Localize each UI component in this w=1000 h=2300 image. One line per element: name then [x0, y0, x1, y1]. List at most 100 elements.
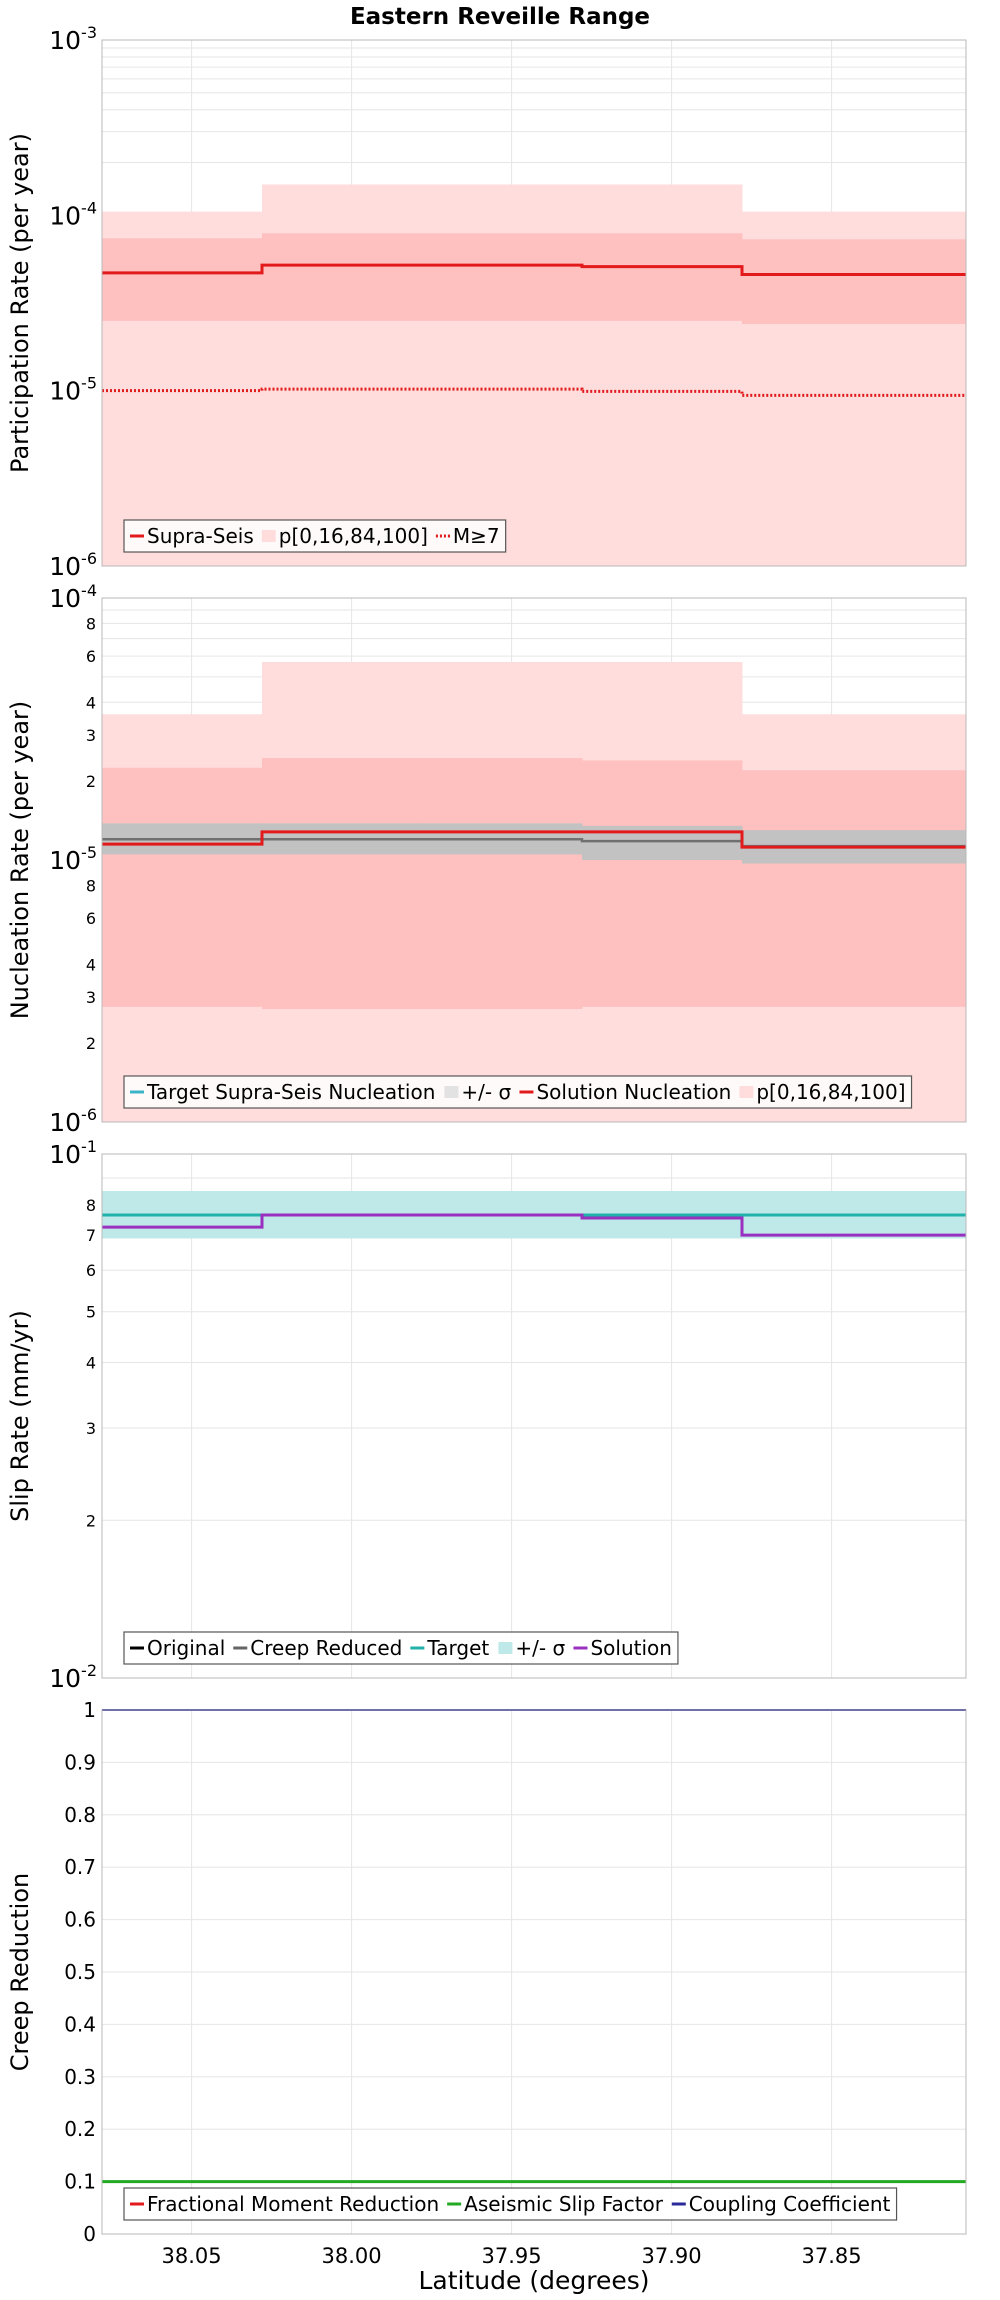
y-tick-label: 0.2: [64, 2117, 96, 2141]
series-line-solution: [102, 1213, 966, 1237]
legend-label: Solution: [590, 1636, 671, 1660]
y-tick-exp: -5: [81, 843, 97, 862]
plot-frame: [101, 1153, 967, 1679]
legend-background: [124, 1076, 912, 1108]
x-tick-labels: 38.05 38.00 37.95 37.90 37.85: [162, 2244, 862, 2268]
plot-frame: [101, 597, 967, 1123]
y-tick-label: 0.1: [64, 2170, 96, 2194]
legend-entry: Fractional Moment Reduction: [130, 2192, 439, 2216]
legend-label: Original: [147, 1636, 225, 1660]
y-tick-base: 10: [49, 377, 81, 406]
band-p16-84-segment: [742, 239, 967, 325]
legend: Supra-Seis p[0,16,84,100] M≥7: [123, 519, 507, 553]
y-tick-label: 0.3: [64, 2065, 96, 2089]
legend-background: [124, 2188, 897, 2220]
y-tick-label: 10-6: [49, 549, 97, 581]
band-p16-84-segment: [582, 233, 743, 321]
band-p16-84-segment: [262, 233, 423, 321]
y-minor-tick-label: 8: [86, 876, 96, 895]
legend-entry: Coupling Coefficient: [671, 2192, 891, 2216]
band-p16-84-segment: [262, 758, 423, 1009]
y-tick-base: 10: [49, 846, 81, 875]
y-tick-label: 10-1: [49, 1137, 97, 1169]
legend-entry: Target Supra-Seis Nucleation: [130, 1080, 435, 1104]
band-p16-84-segment: [422, 233, 583, 321]
legend-frame: [123, 519, 507, 553]
y-minor-tick-label: 6: [86, 909, 96, 928]
y-minor-tick-label: 2: [86, 772, 96, 791]
y-tick-label: 0.5: [64, 1960, 96, 1984]
x-tick-label: 37.90: [642, 2244, 702, 2268]
y-axis-label: Creep Reduction: [6, 1873, 34, 2071]
y-tick-label: 10-4: [49, 581, 97, 613]
legend-entry: +/- σ: [444, 1080, 511, 1104]
series-line-solution-nucleation: [102, 830, 966, 849]
y-minor-tick-label: 7: [86, 1226, 96, 1245]
legend-label: +/- σ: [515, 1636, 565, 1660]
y-tick-base: 10: [49, 201, 81, 230]
legend-label: Supra-Seis: [147, 524, 254, 548]
legend-label: Target: [426, 1636, 489, 1660]
band-p16-84-segment: [742, 770, 967, 1007]
y-tick-base: 10: [49, 552, 81, 581]
y-minor-tick-label: 8: [86, 1196, 96, 1215]
y-minor-tick-label: 3: [86, 988, 96, 1007]
plot-frame: [101, 39, 967, 567]
x-tick-label: 37.85: [802, 2244, 862, 2268]
y-axis-label: Participation Rate (per year): [6, 133, 34, 473]
legend-swatch: [498, 1642, 513, 1654]
gridlines: [102, 1709, 966, 2235]
y-tick-exp: -4: [81, 198, 97, 217]
legend-frame: [123, 2187, 898, 2221]
band-p16-84-segment: [102, 238, 263, 321]
panel-4: 0 0.1 0.2 0.3 0.4 0.5 0.6 0.7 0.8 0.9 1 Creep Reduc…: [6, 1698, 967, 2246]
y-tick-label: 10-2: [49, 1661, 97, 1693]
series-line-supra-seis: [102, 263, 966, 276]
legend-label: +/- σ: [461, 1080, 511, 1104]
y-axis-label: Nucleation Rate (per year): [6, 701, 34, 1020]
y-minor-tick-label: 6: [86, 1261, 96, 1280]
y-tick-exp: -4: [81, 581, 97, 600]
y-tick-label: 0.9: [64, 1750, 96, 1774]
legend-entry: p[0,16,84,100]: [739, 1080, 906, 1104]
legend-frame: [123, 1631, 679, 1665]
legend-background: [124, 520, 506, 552]
y-tick-exp: -6: [81, 1105, 97, 1124]
legend-swatch: [444, 1086, 459, 1098]
legend-entry: Aseismic Slip Factor: [447, 2192, 664, 2216]
y-tick-label: 10-3: [49, 23, 97, 55]
legend-label: p[0,16,84,100]: [756, 1080, 905, 1104]
y-tick-exp: -5: [81, 374, 97, 393]
y-minor-tick-label: 2: [86, 1034, 96, 1053]
y-tick-label: 10-4: [49, 198, 97, 230]
plot-frame: [101, 1709, 967, 2235]
y-tick-exp: -6: [81, 549, 97, 568]
y-tick-labels: 10-610-510-410-3: [49, 23, 97, 581]
legend-entry: Creep Reduced: [233, 1636, 402, 1660]
y-minor-tick-label: 3: [86, 726, 96, 745]
figure-title: Eastern Reveille Range: [350, 4, 650, 30]
x-tick-label: 37.95: [482, 2244, 542, 2268]
legend-label: Creep Reduced: [250, 1636, 402, 1660]
y-tick-label: 10-5: [49, 843, 97, 875]
band-p16-84: [102, 758, 967, 1009]
legend-label: Coupling Coefficient: [689, 2192, 891, 2216]
legend-label: Solution Nucleation: [536, 1080, 731, 1104]
y-tick-exp: -3: [81, 23, 97, 42]
legend-entry: Solution Nucleation: [519, 1080, 731, 1104]
legend-entry: +/- σ: [498, 1636, 565, 1660]
y-tick-labels: 0 0.1 0.2 0.3 0.4 0.5 0.6 0.7 0.8 0.9 1: [64, 1698, 96, 2246]
band-p16-84-segment: [422, 758, 583, 1009]
y-tick-label: 10-5: [49, 374, 97, 406]
y-tick-exp: -2: [81, 1661, 97, 1680]
legend-entry: Target: [410, 1636, 489, 1660]
y-tick-label: 0.6: [64, 1908, 96, 1932]
y-tick-label: 0.8: [64, 1803, 96, 1827]
legend-label: p[0,16,84,100]: [279, 524, 428, 548]
y-minor-tick-label: 2: [86, 1511, 96, 1530]
legend-entry: p[0,16,84,100]: [261, 524, 428, 548]
